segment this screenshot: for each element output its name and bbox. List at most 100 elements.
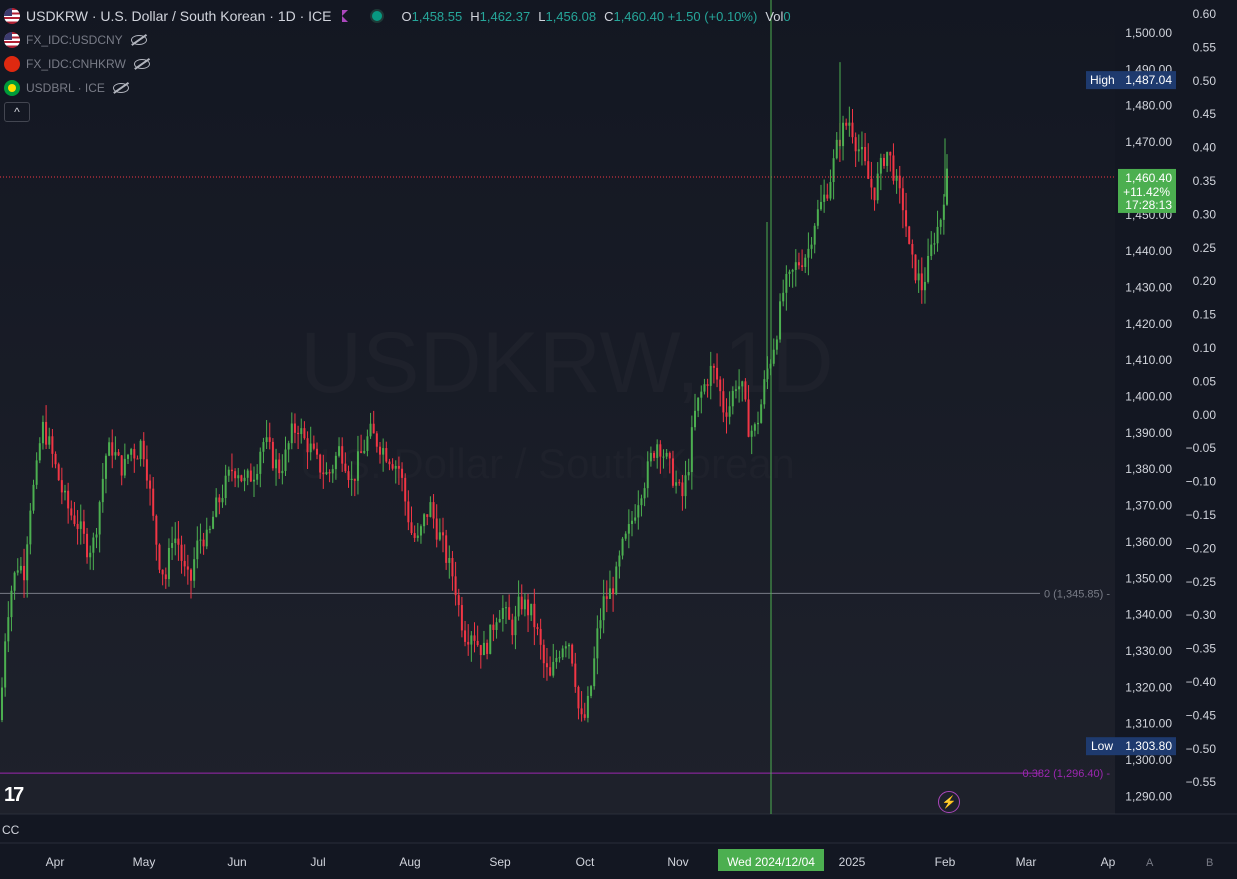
candle[interactable]	[240, 474, 243, 483]
candle[interactable]	[920, 257, 923, 304]
candle[interactable]	[38, 437, 41, 464]
candle[interactable]	[98, 500, 101, 553]
candle[interactable]	[681, 474, 684, 511]
candle[interactable]	[259, 447, 262, 488]
candle[interactable]	[401, 462, 404, 492]
candle[interactable]	[527, 593, 530, 633]
candle[interactable]	[914, 254, 917, 284]
candle[interactable]	[511, 613, 514, 645]
candle[interactable]	[328, 469, 331, 483]
candle[interactable]	[23, 548, 26, 598]
candle[interactable]	[706, 378, 709, 398]
candle[interactable]	[268, 422, 271, 450]
candle[interactable]	[927, 238, 930, 284]
candle[interactable]	[4, 633, 7, 697]
candle[interactable]	[161, 569, 164, 586]
candle[interactable]	[218, 494, 221, 515]
candle[interactable]	[253, 466, 255, 497]
candle[interactable]	[309, 426, 312, 461]
candle[interactable]	[804, 254, 807, 273]
candle[interactable]	[731, 386, 734, 415]
candle[interactable]	[517, 580, 520, 621]
candle[interactable]	[350, 461, 353, 496]
candle[interactable]	[637, 490, 640, 530]
market-status-icon[interactable]	[371, 11, 382, 21]
candle[interactable]	[665, 448, 668, 460]
candle[interactable]	[788, 269, 791, 287]
candle[interactable]	[7, 601, 10, 653]
candle[interactable]	[275, 448, 278, 486]
candle[interactable]	[45, 405, 48, 450]
candle[interactable]	[293, 413, 296, 444]
candle[interactable]	[183, 544, 186, 577]
candle[interactable]	[451, 551, 454, 591]
candle[interactable]	[435, 504, 438, 548]
candle[interactable]	[618, 550, 621, 579]
candle[interactable]	[57, 462, 60, 481]
candle[interactable]	[372, 410, 375, 434]
tradingview-logo-icon[interactable]: 17	[4, 784, 24, 806]
candle[interactable]	[690, 415, 693, 490]
candle[interactable]	[265, 420, 268, 449]
candle[interactable]	[193, 547, 196, 588]
candle[interactable]	[801, 249, 804, 272]
candle[interactable]	[246, 468, 249, 486]
candle[interactable]	[199, 523, 202, 554]
candle[interactable]	[583, 702, 586, 721]
candle[interactable]	[785, 265, 788, 311]
candle[interactable]	[530, 603, 533, 622]
candle[interactable]	[432, 494, 435, 529]
candle[interactable]	[505, 601, 507, 625]
candle[interactable]	[590, 684, 593, 699]
candle[interactable]	[539, 618, 542, 660]
candle[interactable]	[325, 462, 328, 476]
candle[interactable]	[898, 165, 901, 204]
candle[interactable]	[772, 338, 775, 367]
candle[interactable]	[375, 431, 378, 453]
candle[interactable]	[671, 450, 674, 488]
candle[interactable]	[757, 411, 759, 435]
candle[interactable]	[379, 442, 381, 464]
candle[interactable]	[10, 585, 13, 632]
candle[interactable]	[719, 376, 722, 407]
candle[interactable]	[542, 639, 545, 678]
candle[interactable]	[873, 187, 876, 211]
compare-series-usdbrl[interactable]: USDBRL · ICE	[4, 78, 791, 98]
candle[interactable]	[678, 479, 681, 486]
candle[interactable]	[60, 467, 63, 505]
candle[interactable]	[501, 595, 504, 632]
candle[interactable]	[1, 677, 3, 723]
candle[interactable]	[86, 527, 89, 564]
candle[interactable]	[820, 184, 822, 211]
candle[interactable]	[694, 393, 696, 431]
candle[interactable]	[627, 509, 630, 549]
candle[interactable]	[281, 454, 284, 485]
candle[interactable]	[561, 645, 564, 660]
candle[interactable]	[79, 504, 82, 545]
candle[interactable]	[249, 463, 252, 483]
candle[interactable]	[413, 525, 416, 543]
candle[interactable]	[316, 442, 318, 460]
candle[interactable]	[634, 504, 637, 524]
candle[interactable]	[196, 526, 199, 569]
candle[interactable]	[870, 161, 873, 200]
candle[interactable]	[331, 464, 334, 483]
candle[interactable]	[905, 192, 908, 238]
candle[interactable]	[514, 605, 517, 650]
candle[interactable]	[205, 517, 208, 550]
candle[interactable]	[687, 458, 690, 481]
candle[interactable]	[70, 500, 73, 521]
candle[interactable]	[388, 458, 391, 471]
candle[interactable]	[41, 415, 44, 450]
candle[interactable]	[848, 106, 851, 137]
candle[interactable]	[212, 511, 215, 530]
candle[interactable]	[495, 617, 498, 639]
candle[interactable]	[605, 580, 608, 613]
candle[interactable]	[564, 641, 567, 658]
candle[interactable]	[649, 446, 652, 467]
candle[interactable]	[227, 466, 230, 482]
candle[interactable]	[290, 412, 293, 450]
candle[interactable]	[716, 353, 719, 388]
candle[interactable]	[130, 447, 133, 462]
candle[interactable]	[16, 558, 19, 576]
